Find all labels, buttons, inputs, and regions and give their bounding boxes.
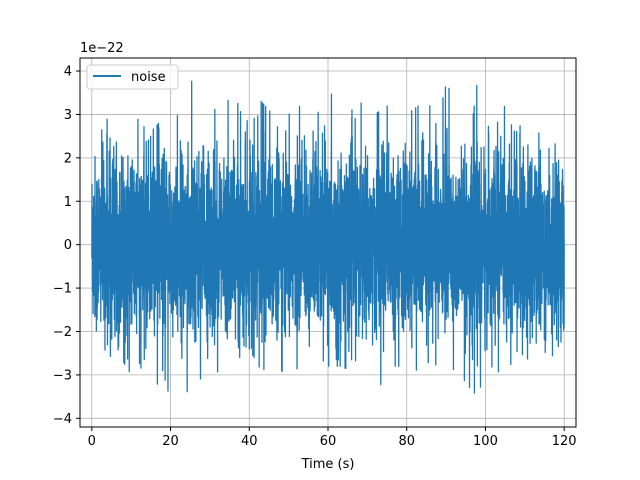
x-tick-label: 60 [320, 434, 337, 449]
y-tick-label: 1 [64, 195, 72, 210]
x-tick-label: 80 [398, 434, 415, 449]
x-axis: 0 20 40 60 80 100 120 [88, 427, 577, 449]
y-axis: −4 −3 −2 −1 0 1 2 3 4 [53, 65, 80, 427]
x-axis-label: Time (s) [301, 457, 355, 472]
x-tick-label: 0 [88, 434, 96, 449]
y-offset-text: 1e−22 [80, 41, 124, 56]
y-tick-label: −2 [53, 325, 72, 340]
x-tick-label: 120 [552, 434, 577, 449]
x-tick-label: 40 [241, 434, 258, 449]
legend: noise [86, 64, 179, 90]
y-tick-label: −1 [53, 282, 72, 297]
y-tick-label: 4 [64, 65, 72, 80]
legend-label: noise [131, 70, 166, 85]
plot-area [91, 80, 565, 394]
y-tick-label: −4 [53, 412, 72, 427]
noise-series-line [91, 80, 565, 394]
x-tick-label: 20 [162, 434, 179, 449]
y-tick-label: 0 [64, 238, 72, 253]
y-tick-label: 2 [64, 151, 72, 166]
legend-box [86, 64, 179, 90]
y-tick-label: −3 [53, 368, 72, 383]
x-tick-label: 100 [473, 434, 498, 449]
y-tick-label: 3 [64, 108, 72, 123]
